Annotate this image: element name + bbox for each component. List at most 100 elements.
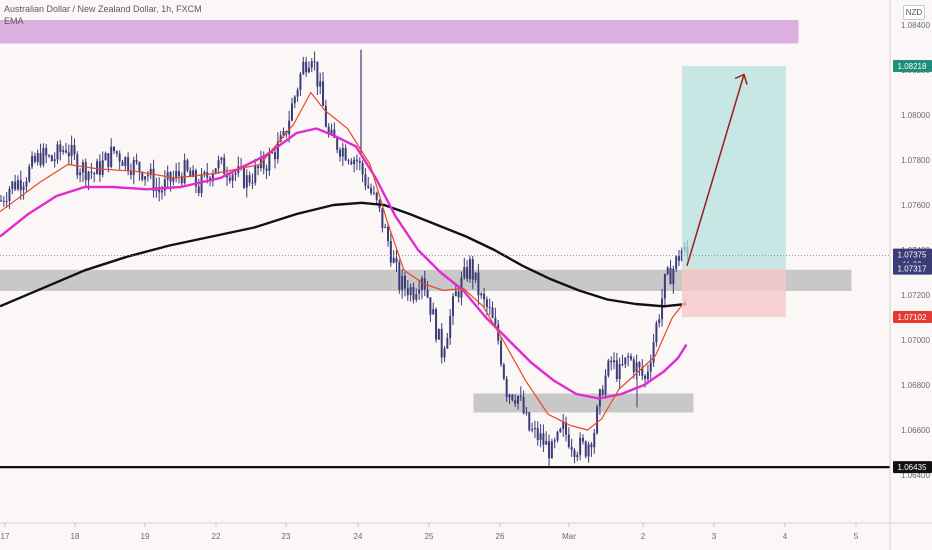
candle-body xyxy=(192,170,195,177)
candle-body xyxy=(211,173,214,182)
candle-body xyxy=(519,396,522,398)
time-tick-label: 19 xyxy=(141,532,150,541)
candle-body xyxy=(84,162,87,181)
candle-body xyxy=(5,200,8,202)
time-tick-label: 24 xyxy=(354,532,363,541)
candle-body xyxy=(610,360,613,363)
candle-body xyxy=(180,176,183,184)
candle-body xyxy=(463,266,466,278)
candle-body xyxy=(587,444,590,457)
candle-body xyxy=(62,150,65,152)
time-tick-label: 4 xyxy=(783,532,788,541)
candle-body xyxy=(646,371,649,380)
candle-body xyxy=(678,256,680,261)
candle-body xyxy=(115,151,118,154)
overlay-layer xyxy=(0,65,890,469)
candle-body xyxy=(387,226,390,242)
price-label-box xyxy=(893,59,932,72)
candle-body xyxy=(460,277,463,298)
candle-body xyxy=(28,166,31,182)
candle-body xyxy=(166,172,169,180)
price-tick-label: 1.08400 xyxy=(901,21,930,30)
time-tick-label: 3 xyxy=(712,532,717,541)
candle-body xyxy=(533,428,536,430)
candle-body xyxy=(274,152,277,160)
candle-body xyxy=(629,356,632,360)
candle-body xyxy=(355,159,358,161)
candle-body xyxy=(42,147,45,165)
candle-body xyxy=(22,186,25,190)
candle-body xyxy=(327,126,330,135)
candle-body xyxy=(79,172,82,176)
candle-body xyxy=(452,296,454,317)
indicator-label[interactable]: EMA xyxy=(4,16,24,26)
candle-body xyxy=(11,181,14,190)
currency-badge[interactable]: NZD xyxy=(903,5,925,20)
price-tick-label: 1.07800 xyxy=(901,156,930,165)
zones-layer xyxy=(0,20,852,413)
candle-body xyxy=(432,309,435,315)
candle-body xyxy=(655,323,658,343)
candle-body xyxy=(548,441,551,459)
candle-body xyxy=(93,172,96,175)
candle-body xyxy=(531,429,534,431)
candle-body xyxy=(245,175,248,188)
candle-body xyxy=(73,144,76,155)
candle-body xyxy=(172,177,175,182)
candle-body xyxy=(474,272,477,280)
candle-body xyxy=(483,293,486,300)
candle-body xyxy=(395,257,398,263)
candle-body xyxy=(389,241,392,263)
candle-body xyxy=(0,200,2,202)
candle-body xyxy=(319,81,322,87)
candle-body xyxy=(228,177,231,181)
candles-layer xyxy=(0,49,689,469)
candle-body xyxy=(361,162,364,175)
candle-body xyxy=(528,412,531,431)
candle-body xyxy=(675,256,678,269)
price-label-box xyxy=(893,461,932,474)
candle-body xyxy=(299,74,302,91)
candle-body xyxy=(220,157,223,161)
candle-body xyxy=(107,153,110,167)
candle-body xyxy=(248,175,251,183)
candle-body xyxy=(649,362,652,372)
candle-body xyxy=(70,144,73,157)
candle-body xyxy=(669,267,672,285)
candle-body xyxy=(375,192,378,200)
candle-body xyxy=(14,181,17,190)
candle-body xyxy=(415,293,418,300)
candle-body xyxy=(565,422,567,435)
candle-body xyxy=(251,182,254,184)
candle-body xyxy=(163,179,166,191)
time-axis[interactable]: 17 18 19 22 23 24 25 26 Mar 2 3 4 5 xyxy=(0,522,932,541)
candle-body xyxy=(525,412,528,414)
candle-body xyxy=(231,174,234,181)
time-tick-label: 5 xyxy=(854,532,859,541)
candle-body xyxy=(138,162,141,172)
candle-body xyxy=(511,394,514,401)
candle-body xyxy=(189,170,192,177)
candle-body xyxy=(8,189,11,201)
candle-body xyxy=(443,348,446,358)
candle-body xyxy=(485,299,488,308)
candle-body xyxy=(129,171,132,175)
candle-body xyxy=(435,309,438,340)
candle-body xyxy=(118,153,121,162)
candle-body xyxy=(500,340,503,365)
candle-body xyxy=(268,153,271,171)
candle-body xyxy=(36,153,39,162)
candle-body xyxy=(262,157,265,169)
candle-body xyxy=(370,187,373,194)
candle-body xyxy=(429,297,432,315)
candle-body xyxy=(621,364,624,366)
time-tick-label: 17 xyxy=(1,532,10,541)
candle-body xyxy=(392,257,395,263)
candle-body xyxy=(305,61,308,73)
candle-body xyxy=(381,208,384,228)
price-tick-label: 1.07200 xyxy=(901,291,930,300)
price-label-value: 1.06435 xyxy=(898,463,927,472)
candle-body xyxy=(437,328,440,340)
candle-body xyxy=(242,166,245,188)
